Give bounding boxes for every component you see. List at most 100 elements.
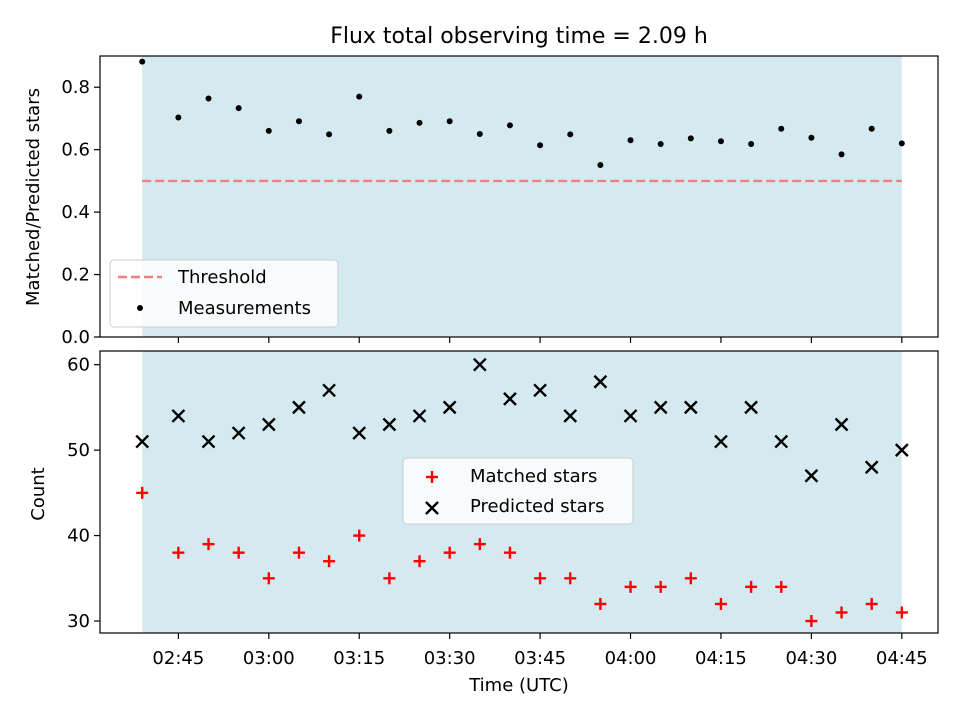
y-tick-label: 30 xyxy=(67,611,90,632)
y-tick-label: 50 xyxy=(67,440,90,461)
measurement-point xyxy=(506,122,513,129)
measurement-point xyxy=(567,131,574,138)
matched-point xyxy=(413,555,426,568)
measurement-point xyxy=(868,125,875,132)
y-axis-label-bottom: Count xyxy=(28,467,49,520)
measurement-point xyxy=(627,137,634,144)
matched-point xyxy=(172,546,185,559)
measurement-point xyxy=(778,125,785,132)
predicted-point xyxy=(503,392,517,406)
matched-point xyxy=(202,538,215,551)
predicted-point xyxy=(894,443,909,457)
matched-point xyxy=(895,606,908,619)
legend-threshold-label: Threshold xyxy=(177,267,267,288)
x-tick-label: 04:30 xyxy=(785,648,837,669)
predicted-point xyxy=(804,468,819,483)
top-x-ticks xyxy=(177,337,903,343)
measurement-point xyxy=(476,131,483,138)
predicted-point xyxy=(442,400,457,415)
predicted-point xyxy=(533,383,547,398)
predicted-point xyxy=(231,426,246,440)
matched-point xyxy=(745,580,758,593)
measurement-point xyxy=(446,118,453,125)
x-tick-label: 03:30 xyxy=(424,648,476,669)
measurement-point xyxy=(235,105,242,112)
measurement-point xyxy=(657,141,664,148)
matched-point xyxy=(262,572,275,585)
measurement-point xyxy=(808,134,815,141)
measurement-point xyxy=(838,151,845,158)
y-tick-label: 0.6 xyxy=(61,140,90,161)
measurement-point xyxy=(537,142,544,149)
predicted-point xyxy=(563,409,578,423)
matched-point xyxy=(534,572,547,585)
matched-point xyxy=(443,546,456,559)
predicted-point xyxy=(864,460,879,475)
matched-point xyxy=(232,546,245,559)
legend-measurements-label: Measurements xyxy=(178,298,311,319)
y-tick-label: 0.2 xyxy=(61,265,90,286)
measurement-point xyxy=(295,118,302,125)
x-tick-label: 04:15 xyxy=(695,648,747,669)
bottom-y-ticks: 30 40 50 60 xyxy=(67,355,100,632)
y-tick-label: 40 xyxy=(67,526,90,547)
legend-predicted-swatch xyxy=(425,501,439,515)
predicted-point xyxy=(834,417,849,432)
measurement-point xyxy=(175,114,182,121)
measurement-point xyxy=(717,138,724,145)
y-tick-label: 0.8 xyxy=(61,77,90,98)
predicted-point xyxy=(135,434,150,449)
matched-point xyxy=(775,580,788,593)
matched-point xyxy=(654,580,667,593)
predicted-point xyxy=(623,409,638,423)
matched-point xyxy=(473,538,486,551)
matched-point xyxy=(714,597,727,610)
measurement-point xyxy=(326,131,333,138)
measurement-point xyxy=(748,141,755,148)
predicted-point xyxy=(774,434,789,449)
measurement-point xyxy=(898,140,905,147)
measurement-point xyxy=(687,135,694,142)
x-tick-label: 02:45 xyxy=(152,648,204,669)
y-axis-label-top: Matched/Predicted stars xyxy=(23,88,44,306)
measurement-point xyxy=(205,95,212,102)
measurement-point xyxy=(386,127,393,134)
predicted-point xyxy=(412,409,427,423)
legend-bottom: Matched stars Predicted stars xyxy=(402,457,634,525)
predicted-point xyxy=(352,426,367,440)
predicted-point xyxy=(322,383,336,398)
top-marks xyxy=(139,58,905,183)
predicted-point xyxy=(292,400,306,415)
x-tick-label: 03:00 xyxy=(243,648,295,669)
matched-point xyxy=(805,615,818,628)
matched-point xyxy=(136,486,149,499)
legend-bottom-box xyxy=(402,457,634,525)
measurement-point xyxy=(139,58,146,65)
chart-title: Flux total observing time = 2.09 h xyxy=(330,24,708,49)
top-y-ticks: 0.0 0.2 0.4 0.6 0.8 xyxy=(61,77,100,348)
matched-point xyxy=(835,606,848,619)
matched-point xyxy=(503,546,516,559)
matched-point xyxy=(594,597,607,610)
legend-predicted-label: Predicted stars xyxy=(470,496,604,517)
x-tick-label: 04:00 xyxy=(605,648,657,669)
matched-point xyxy=(564,572,577,585)
predicted-point xyxy=(744,400,758,415)
predicted-point xyxy=(653,400,668,415)
legend-top-box xyxy=(109,259,339,328)
matched-point xyxy=(292,546,305,559)
axes-frame-bottom xyxy=(99,350,939,634)
matched-point xyxy=(624,580,637,593)
matched-point xyxy=(383,572,396,585)
x-axis-label: Time (UTC) xyxy=(468,675,569,696)
measurement-point xyxy=(597,161,604,168)
x-tick-label: 03:15 xyxy=(333,648,385,669)
y-tick-label: 0.4 xyxy=(61,202,90,223)
legend-measurements-swatch xyxy=(137,305,143,311)
predicted-point xyxy=(472,357,487,372)
legend-matched-label: Matched stars xyxy=(470,466,597,487)
legend-matched-swatch xyxy=(426,471,438,483)
matched-point xyxy=(865,597,878,610)
